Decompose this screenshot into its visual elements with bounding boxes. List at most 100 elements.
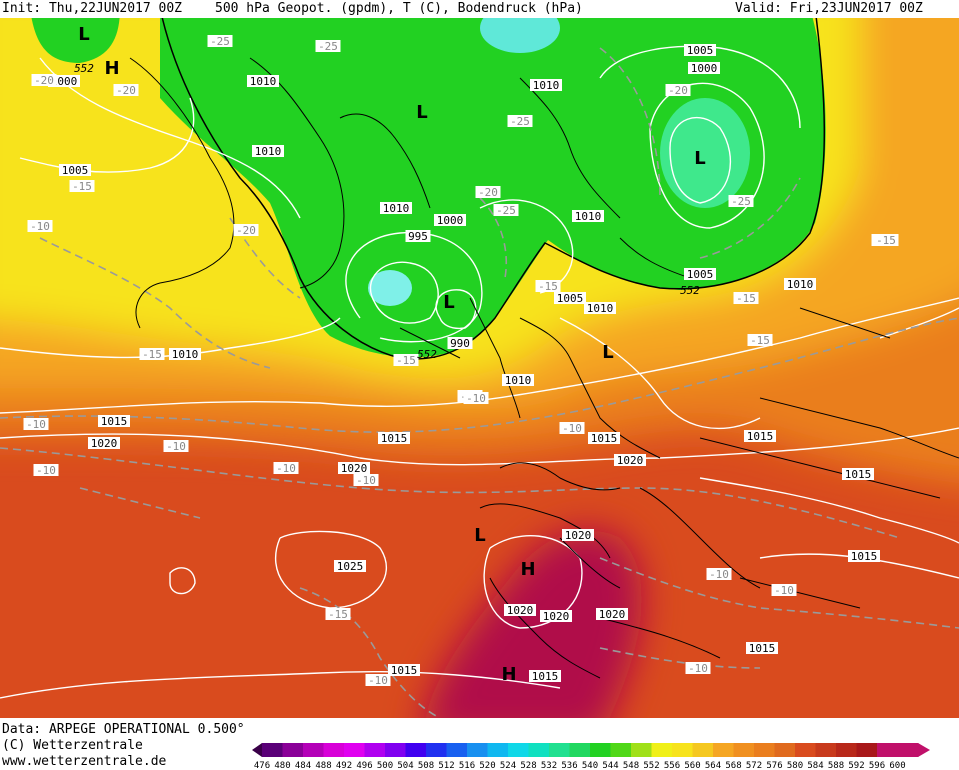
pressure-label-text: 1020	[617, 454, 644, 467]
legend-swatch	[795, 743, 816, 757]
legend-swatch	[405, 743, 427, 757]
pressure-label: 1000	[434, 214, 466, 227]
pressure-label-text: 1020	[565, 529, 592, 542]
pressure-label-text: 1010	[383, 202, 410, 215]
temperature-label: -10	[463, 392, 489, 405]
pressure-label-text: 1015	[591, 432, 618, 445]
legend-tick-label: 488	[315, 761, 331, 770]
pressure-label: 1010	[784, 278, 816, 291]
pressure-label-text: 1010	[587, 302, 614, 315]
legend-tick-label: 536	[561, 761, 577, 770]
temperature-label-text: -10	[466, 392, 486, 405]
color-legend: 476 480 484 488 492 496 500 504 508 512 516 520 524 5…	[252, 743, 930, 770]
pressure-label: 1020	[614, 454, 646, 467]
legend-swatch	[364, 743, 386, 757]
pressure-label-text: 1015	[532, 670, 559, 683]
pressure-label-text: 1010	[505, 374, 532, 387]
legend-swatch	[733, 743, 755, 757]
pressure-label: 1015	[848, 550, 880, 563]
pressure-label-text: 1000	[691, 62, 718, 75]
temperature-label: -10	[163, 440, 189, 453]
pressure-label-text: 1005	[687, 44, 714, 57]
legend-tick-label: 516	[459, 761, 475, 770]
low-pressure-center: L	[474, 525, 485, 546]
legend-swatch	[877, 743, 898, 757]
copyright-line: (C) Wetterzentrale	[2, 738, 143, 753]
pressure-label-text: 1015	[845, 468, 872, 481]
temperature-label-text: -15	[328, 608, 348, 621]
temperature-label-text: -15	[750, 334, 770, 347]
temperature-label: -10	[27, 220, 53, 233]
geopotential-label: 552	[417, 348, 437, 361]
pressure-label-text: 1015	[381, 432, 408, 445]
legend-swatch	[446, 743, 468, 757]
pressure-label: 1020	[88, 437, 120, 450]
high-pressure-center: H	[501, 664, 516, 685]
legend-tick-label: 552	[643, 761, 659, 770]
map-title: 500 hPa Geopot. (gpdm), T (C), Bodendruc…	[215, 1, 583, 16]
cold-core-cyan-north	[480, 18, 560, 53]
high-pressure-center: H	[520, 559, 535, 580]
legend-arrow-right	[918, 743, 930, 757]
legend-swatch	[467, 743, 488, 757]
temperature-label: -25	[493, 204, 519, 217]
legend-swatch	[672, 743, 693, 757]
pressure-label: 1015	[378, 432, 410, 445]
temperature-label-text: -15	[538, 280, 558, 293]
temperature-label: -15	[69, 180, 95, 193]
cold-core-cyan	[368, 270, 412, 306]
temperature-label: -10	[23, 418, 49, 431]
legend-swatch	[344, 743, 365, 757]
map-header: Init: Thu,22JUN2017 00Z 500 hPa Geopot. …	[0, 0, 959, 18]
legend-swatch	[303, 743, 324, 757]
temperature-label: -15	[747, 334, 773, 347]
pressure-label-text: 1025	[337, 560, 364, 573]
temperature-label-text: -15	[72, 180, 92, 193]
temperature-label-text: -25	[210, 35, 230, 48]
temperature-label-text: -20	[116, 84, 136, 97]
legend-swatch	[610, 743, 632, 757]
legend-tick-label: 532	[541, 761, 557, 770]
legend-tick-label: 548	[623, 761, 639, 770]
pressure-label-text: 1010	[787, 278, 814, 291]
pressure-label-text: 1010	[172, 348, 199, 361]
pressure-label: 1010	[169, 348, 201, 361]
pressure-label: 1010	[252, 145, 284, 158]
legend-swatch	[323, 743, 345, 757]
legend-tick-label: 492	[336, 761, 352, 770]
pressure-label: 1020	[596, 608, 628, 621]
pressure-label-text: 1000	[51, 75, 78, 88]
geopotential-label: 552	[680, 284, 700, 297]
legend-swatch	[487, 743, 509, 757]
pressure-label: 1005	[684, 268, 716, 281]
legend-tick-label: 564	[705, 761, 721, 770]
pressure-label: 1010	[572, 210, 604, 223]
legend-tick-label: 556	[664, 761, 680, 770]
legend-tick-label: 500	[377, 761, 393, 770]
pressure-label: 1015	[388, 664, 420, 677]
pressure-label-text: 1020	[91, 437, 118, 450]
legend-swatch	[856, 743, 878, 757]
legend-swatch	[590, 743, 611, 757]
temperature-label-text: -10	[36, 464, 56, 477]
pressure-label-text: 1015	[851, 550, 878, 563]
legend-swatch	[631, 743, 652, 757]
legend-swatch	[262, 743, 283, 757]
legend-tick-label: 484	[295, 761, 311, 770]
pressure-label-text: 1015	[749, 642, 776, 655]
pressure-label-text: 1010	[255, 145, 282, 158]
legend-swatch	[815, 743, 837, 757]
pressure-label-text: 1000	[437, 214, 464, 227]
temperature-label-text: -15	[142, 348, 162, 361]
legend-tick-label: 576	[766, 761, 782, 770]
pressure-label: 1015	[842, 468, 874, 481]
legend-swatch	[528, 743, 550, 757]
low-region-green-north	[31, 18, 120, 63]
data-source-line: Data: ARPEGE OPERATIONAL 0.500°	[2, 722, 245, 737]
pressure-label-text: 1020	[543, 610, 570, 623]
legend-tick-label: 544	[602, 761, 618, 770]
pressure-label: 1015	[529, 670, 561, 683]
coastlines	[129, 57, 959, 679]
legend-tick-label: 540	[582, 761, 598, 770]
